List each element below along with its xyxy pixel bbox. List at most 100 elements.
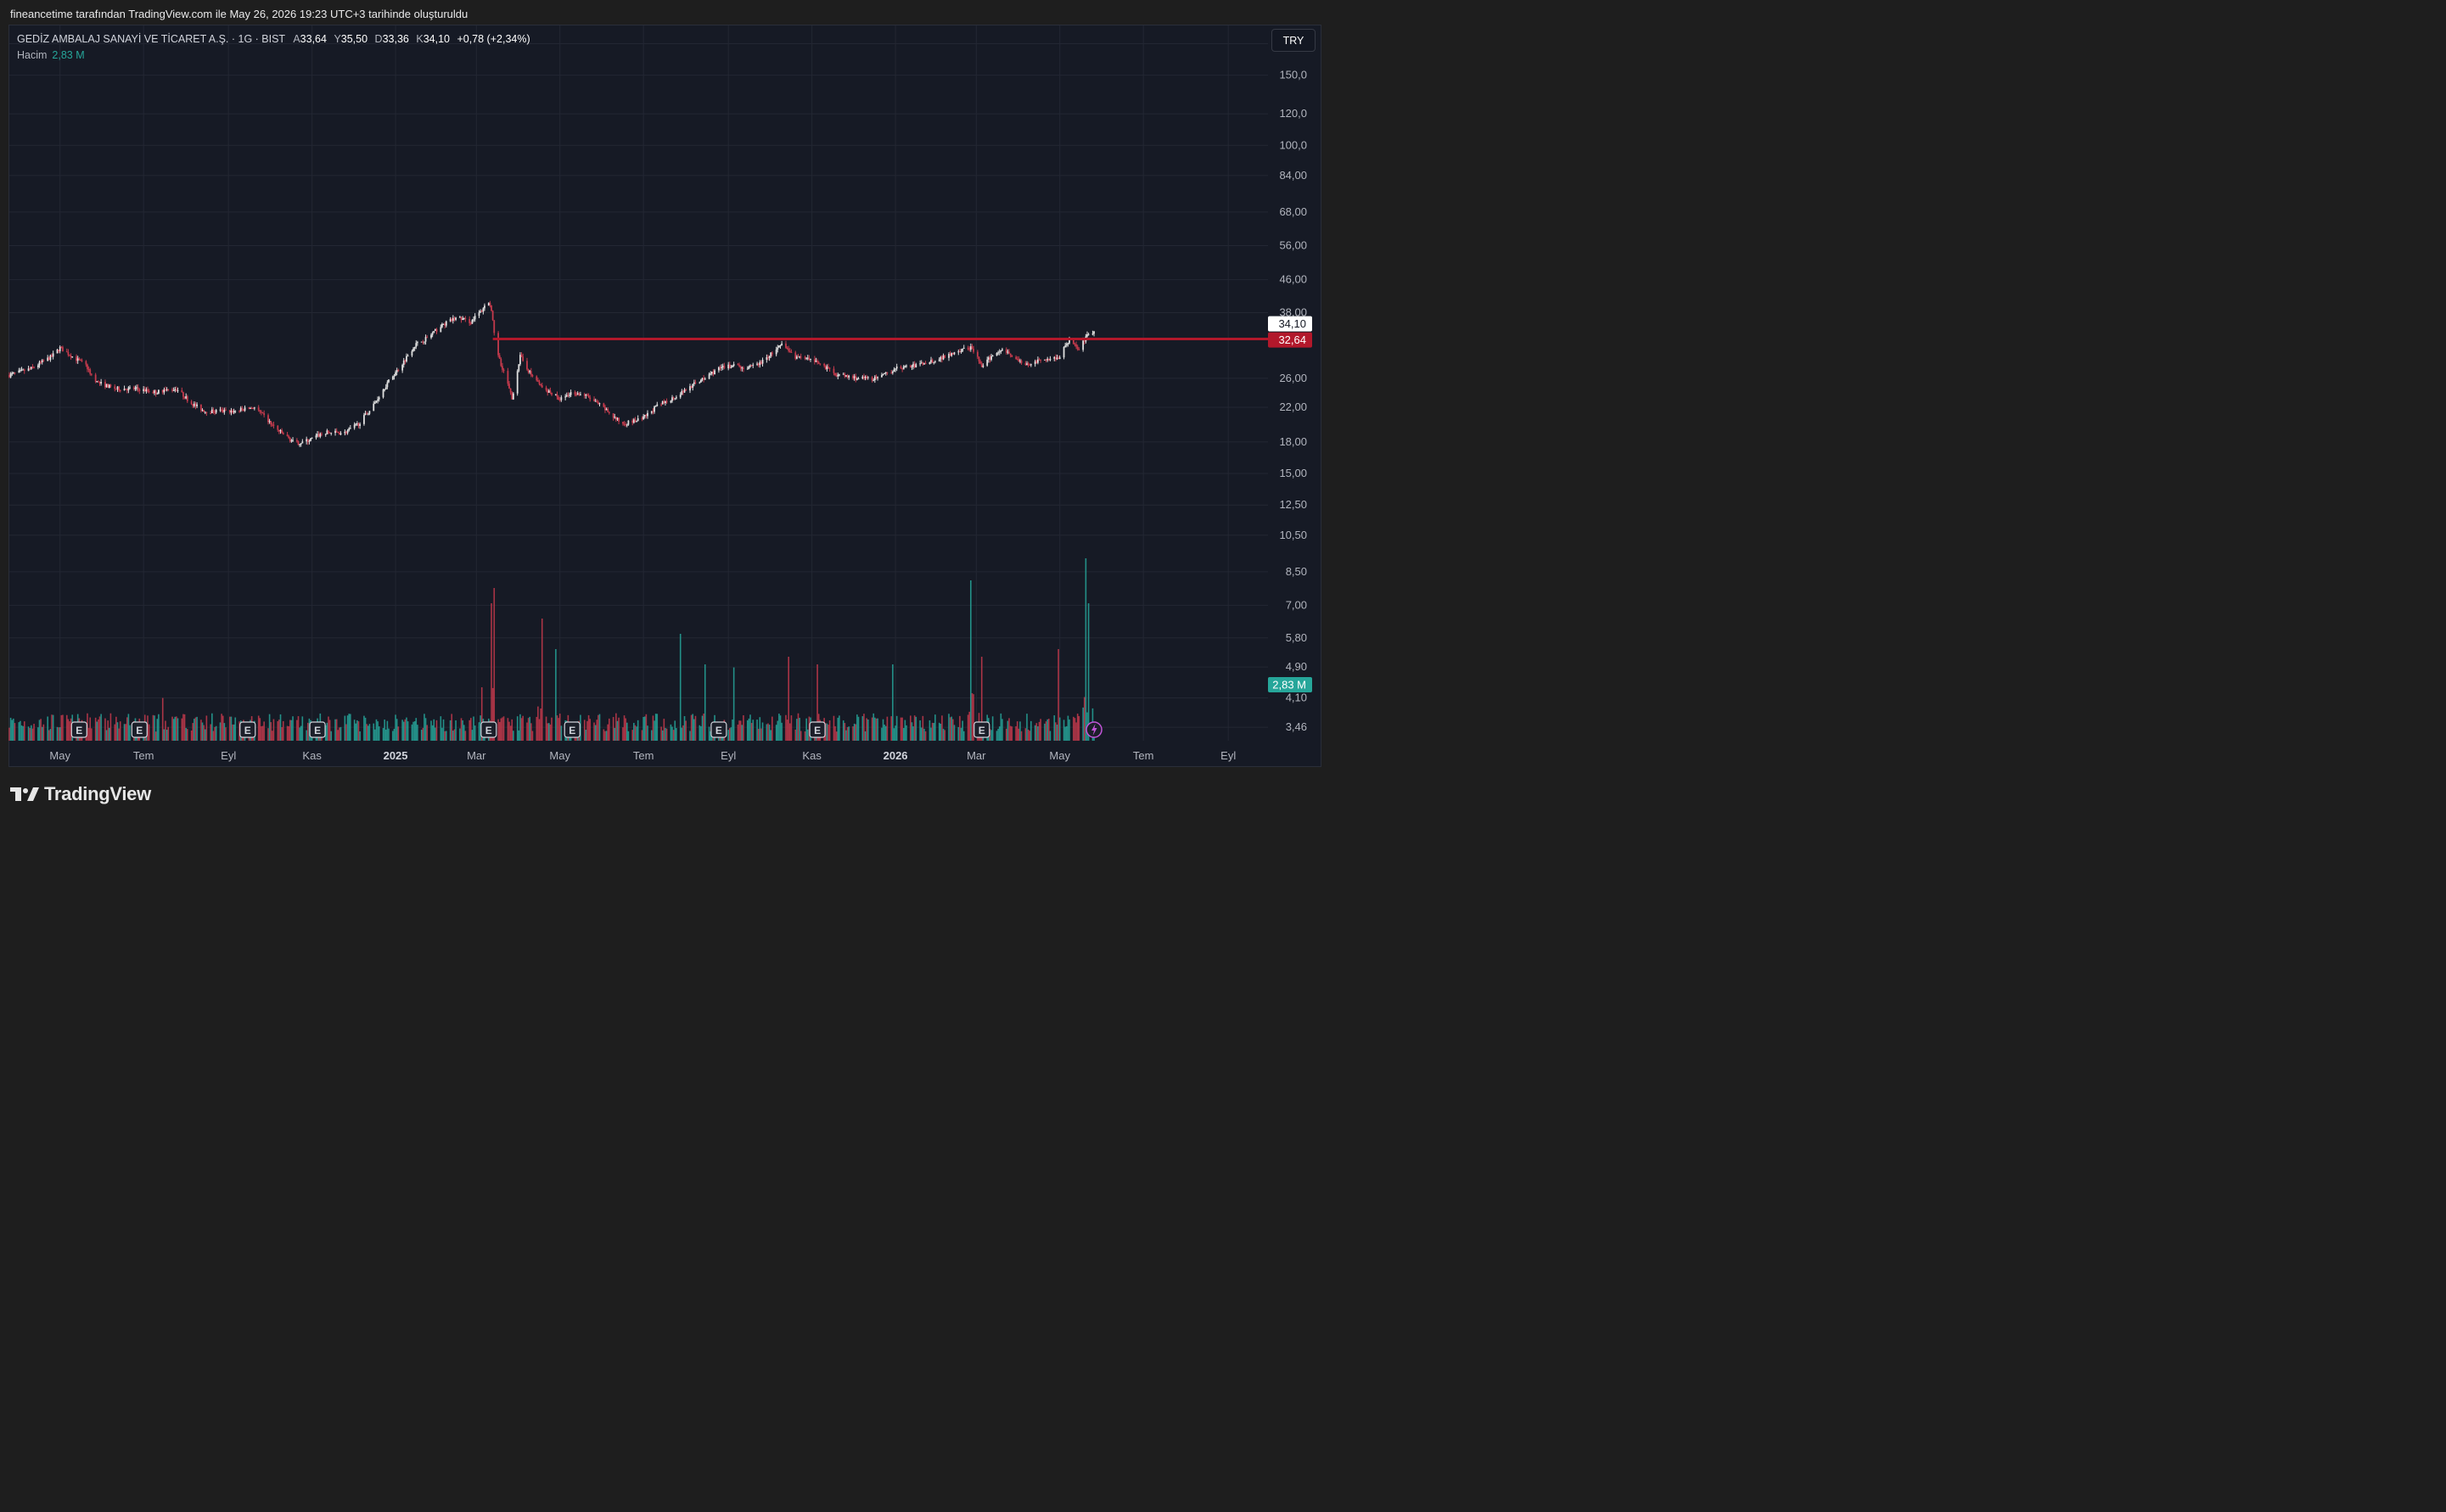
volume-bar: [1019, 721, 1021, 741]
volume-bar: [507, 718, 509, 741]
earnings-marker[interactable]: [809, 721, 826, 738]
earnings-marker[interactable]: [973, 721, 990, 738]
volume-bar: [596, 720, 598, 741]
volume-bar: [589, 719, 592, 741]
volume-bar: [892, 664, 894, 741]
volume-bar: [637, 720, 639, 741]
tradingview-logo[interactable]: TradingView: [10, 783, 151, 805]
candle-body: [487, 302, 490, 306]
symbol-legend[interactable]: GEDİZ AMBALAJ SANAYİ VE TİCARET A.Ş. · 1…: [17, 33, 530, 45]
candle-body: [161, 389, 164, 393]
candle-body: [317, 434, 320, 437]
volume-bar: [585, 730, 587, 741]
candle-body: [194, 403, 197, 406]
volume-bar: [8, 727, 10, 741]
y-tick-label: 10,50: [1279, 529, 1307, 541]
volume-bar: [67, 719, 70, 741]
volume-bar: [422, 727, 424, 741]
symbol-title[interactable]: GEDİZ AMBALAJ SANAYİ VE TİCARET A.Ş. · 1…: [17, 33, 285, 45]
candle-body: [982, 365, 985, 367]
candle-body: [565, 395, 568, 397]
volume-bar: [781, 722, 783, 741]
candle-body: [951, 352, 954, 355]
candle-body: [895, 368, 896, 370]
volume-bar: [910, 715, 912, 741]
candle-body: [816, 361, 818, 362]
candle-body: [114, 386, 116, 389]
volume-bar: [1067, 715, 1069, 741]
y-tick-label: 56,00: [1279, 239, 1307, 252]
candle-body: [431, 333, 434, 335]
candle-body: [20, 369, 23, 371]
volume-bar: [922, 715, 924, 741]
chart-frame[interactable]: [8, 25, 1321, 767]
volume-bar: [998, 726, 1001, 741]
candles: [8, 300, 1095, 448]
candle-body: [391, 376, 394, 380]
earnings-marker[interactable]: [70, 721, 87, 738]
volume-bar: [856, 714, 858, 741]
y-tick-label: 4,90: [1286, 660, 1307, 673]
candle-body: [689, 386, 691, 391]
candle-body: [181, 389, 183, 393]
candle-body: [107, 384, 109, 389]
candle-body: [230, 411, 233, 413]
candle-body: [837, 374, 839, 377]
volume-bar: [520, 718, 523, 741]
candle-body: [564, 396, 567, 398]
candle-body: [923, 362, 925, 365]
candle-body: [326, 430, 328, 434]
candle-body: [518, 364, 520, 372]
candle-body: [817, 361, 820, 364]
volume-bar: [441, 727, 443, 741]
candle-body: [22, 369, 25, 371]
candle-body: [219, 409, 222, 411]
earnings-marker[interactable]: [710, 721, 727, 738]
candle-body: [797, 356, 799, 358]
candle-body: [87, 364, 88, 369]
earnings-marker[interactable]: [480, 721, 497, 738]
volume-bar: [634, 725, 637, 741]
volume-bar: [1048, 719, 1050, 741]
candle-body: [185, 396, 188, 399]
earnings-marker[interactable]: [564, 721, 581, 738]
candle-body: [319, 434, 322, 437]
candle-body: [529, 371, 531, 372]
volume-bar: [395, 714, 396, 741]
volume-bar: [633, 722, 635, 741]
volume-bar: [330, 731, 333, 741]
volume-bar: [186, 729, 188, 741]
candle-body: [464, 317, 467, 319]
volume-legend[interactable]: Hacim 2,83 M: [17, 49, 85, 61]
candle-body: [478, 312, 480, 316]
candle-body: [330, 433, 333, 434]
candle-body: [835, 375, 838, 377]
earnings-marker[interactable]: [239, 721, 256, 738]
volume-bar: [989, 728, 991, 741]
x-tick-label: Eyl: [721, 749, 736, 762]
earnings-marker[interactable]: [309, 721, 326, 738]
volume-bar: [500, 718, 502, 741]
volume-bar: [522, 715, 524, 741]
candle-body: [614, 417, 617, 420]
volume-bar: [201, 722, 204, 741]
volume-bar: [225, 727, 227, 741]
currency-button[interactable]: TRY: [1271, 29, 1316, 52]
volume-bar: [670, 724, 672, 741]
candle-body: [625, 423, 627, 425]
candle-body: [143, 389, 145, 392]
candle-body: [512, 393, 514, 400]
candle-body: [1072, 339, 1074, 344]
candle-body: [799, 356, 801, 358]
volume-bar: [874, 717, 876, 741]
earnings-marker[interactable]: [131, 721, 148, 738]
volume-bar: [281, 726, 283, 741]
volume-bar: [598, 714, 601, 741]
candle-body: [547, 390, 550, 393]
candle-body: [693, 382, 695, 384]
volume-bar: [353, 720, 356, 741]
volume-bar: [970, 580, 972, 741]
candle-body: [241, 407, 244, 410]
candle-body: [574, 392, 576, 395]
